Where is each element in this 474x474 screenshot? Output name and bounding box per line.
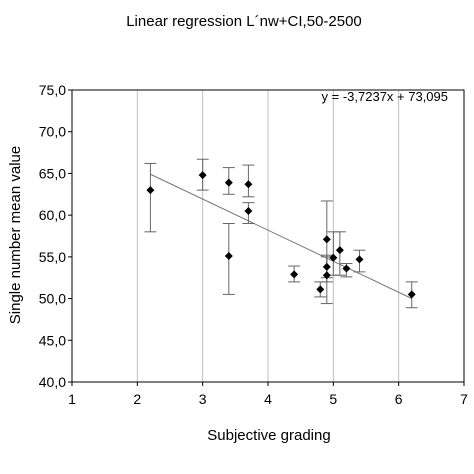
y-tick-label: 50,0 (39, 291, 66, 307)
x-axis-label: Subjective grading (207, 427, 330, 444)
data-points (146, 171, 416, 299)
data-point (355, 255, 364, 264)
grid-lines (71, 90, 465, 382)
x-tick-label: 4 (264, 391, 272, 407)
chart-title: Linear regression L´nw+CI,50-2500 (126, 13, 362, 30)
y-tick-label: 70,0 (39, 124, 66, 140)
x-tick-label: 3 (199, 391, 207, 407)
regression-equation: y = -3,7237x + 73,095 (322, 89, 448, 104)
y-tick-label: 40,0 (39, 374, 66, 390)
data-point (244, 206, 253, 215)
x-tick-label: 7 (460, 391, 468, 407)
data-point (342, 264, 351, 273)
data-point (322, 235, 331, 244)
x-tick-label: 1 (68, 391, 76, 407)
x-axis: 1 2 3 4 5 6 7 (68, 382, 468, 407)
x-tick-label: 2 (133, 391, 141, 407)
data-point (244, 180, 253, 189)
data-point (224, 252, 233, 261)
data-point (335, 246, 344, 255)
x-tick-label: 5 (329, 391, 337, 407)
y-tick-label: 75,0 (39, 82, 66, 98)
data-point (224, 178, 233, 187)
data-point (322, 271, 331, 280)
y-tick-label: 60,0 (39, 207, 66, 223)
data-point (146, 186, 155, 195)
data-point (290, 270, 299, 279)
y-axis-label: Single number mean value (7, 146, 24, 324)
data-point (329, 253, 338, 262)
data-point (198, 171, 207, 180)
y-tick-label: 45,0 (39, 332, 66, 348)
data-point (407, 290, 416, 299)
regression-line (150, 173, 412, 299)
data-point (322, 262, 331, 271)
x-tick-label: 6 (395, 391, 403, 407)
error-bar (144, 162, 157, 233)
error-bars (144, 158, 418, 309)
data-point (316, 285, 325, 294)
y-tick-label: 65,0 (39, 165, 66, 181)
y-tick-label: 55,0 (39, 249, 66, 265)
y-axis: 40,0 45,0 50,0 55,0 60,0 65,0 70,0 75,0 (39, 82, 72, 390)
